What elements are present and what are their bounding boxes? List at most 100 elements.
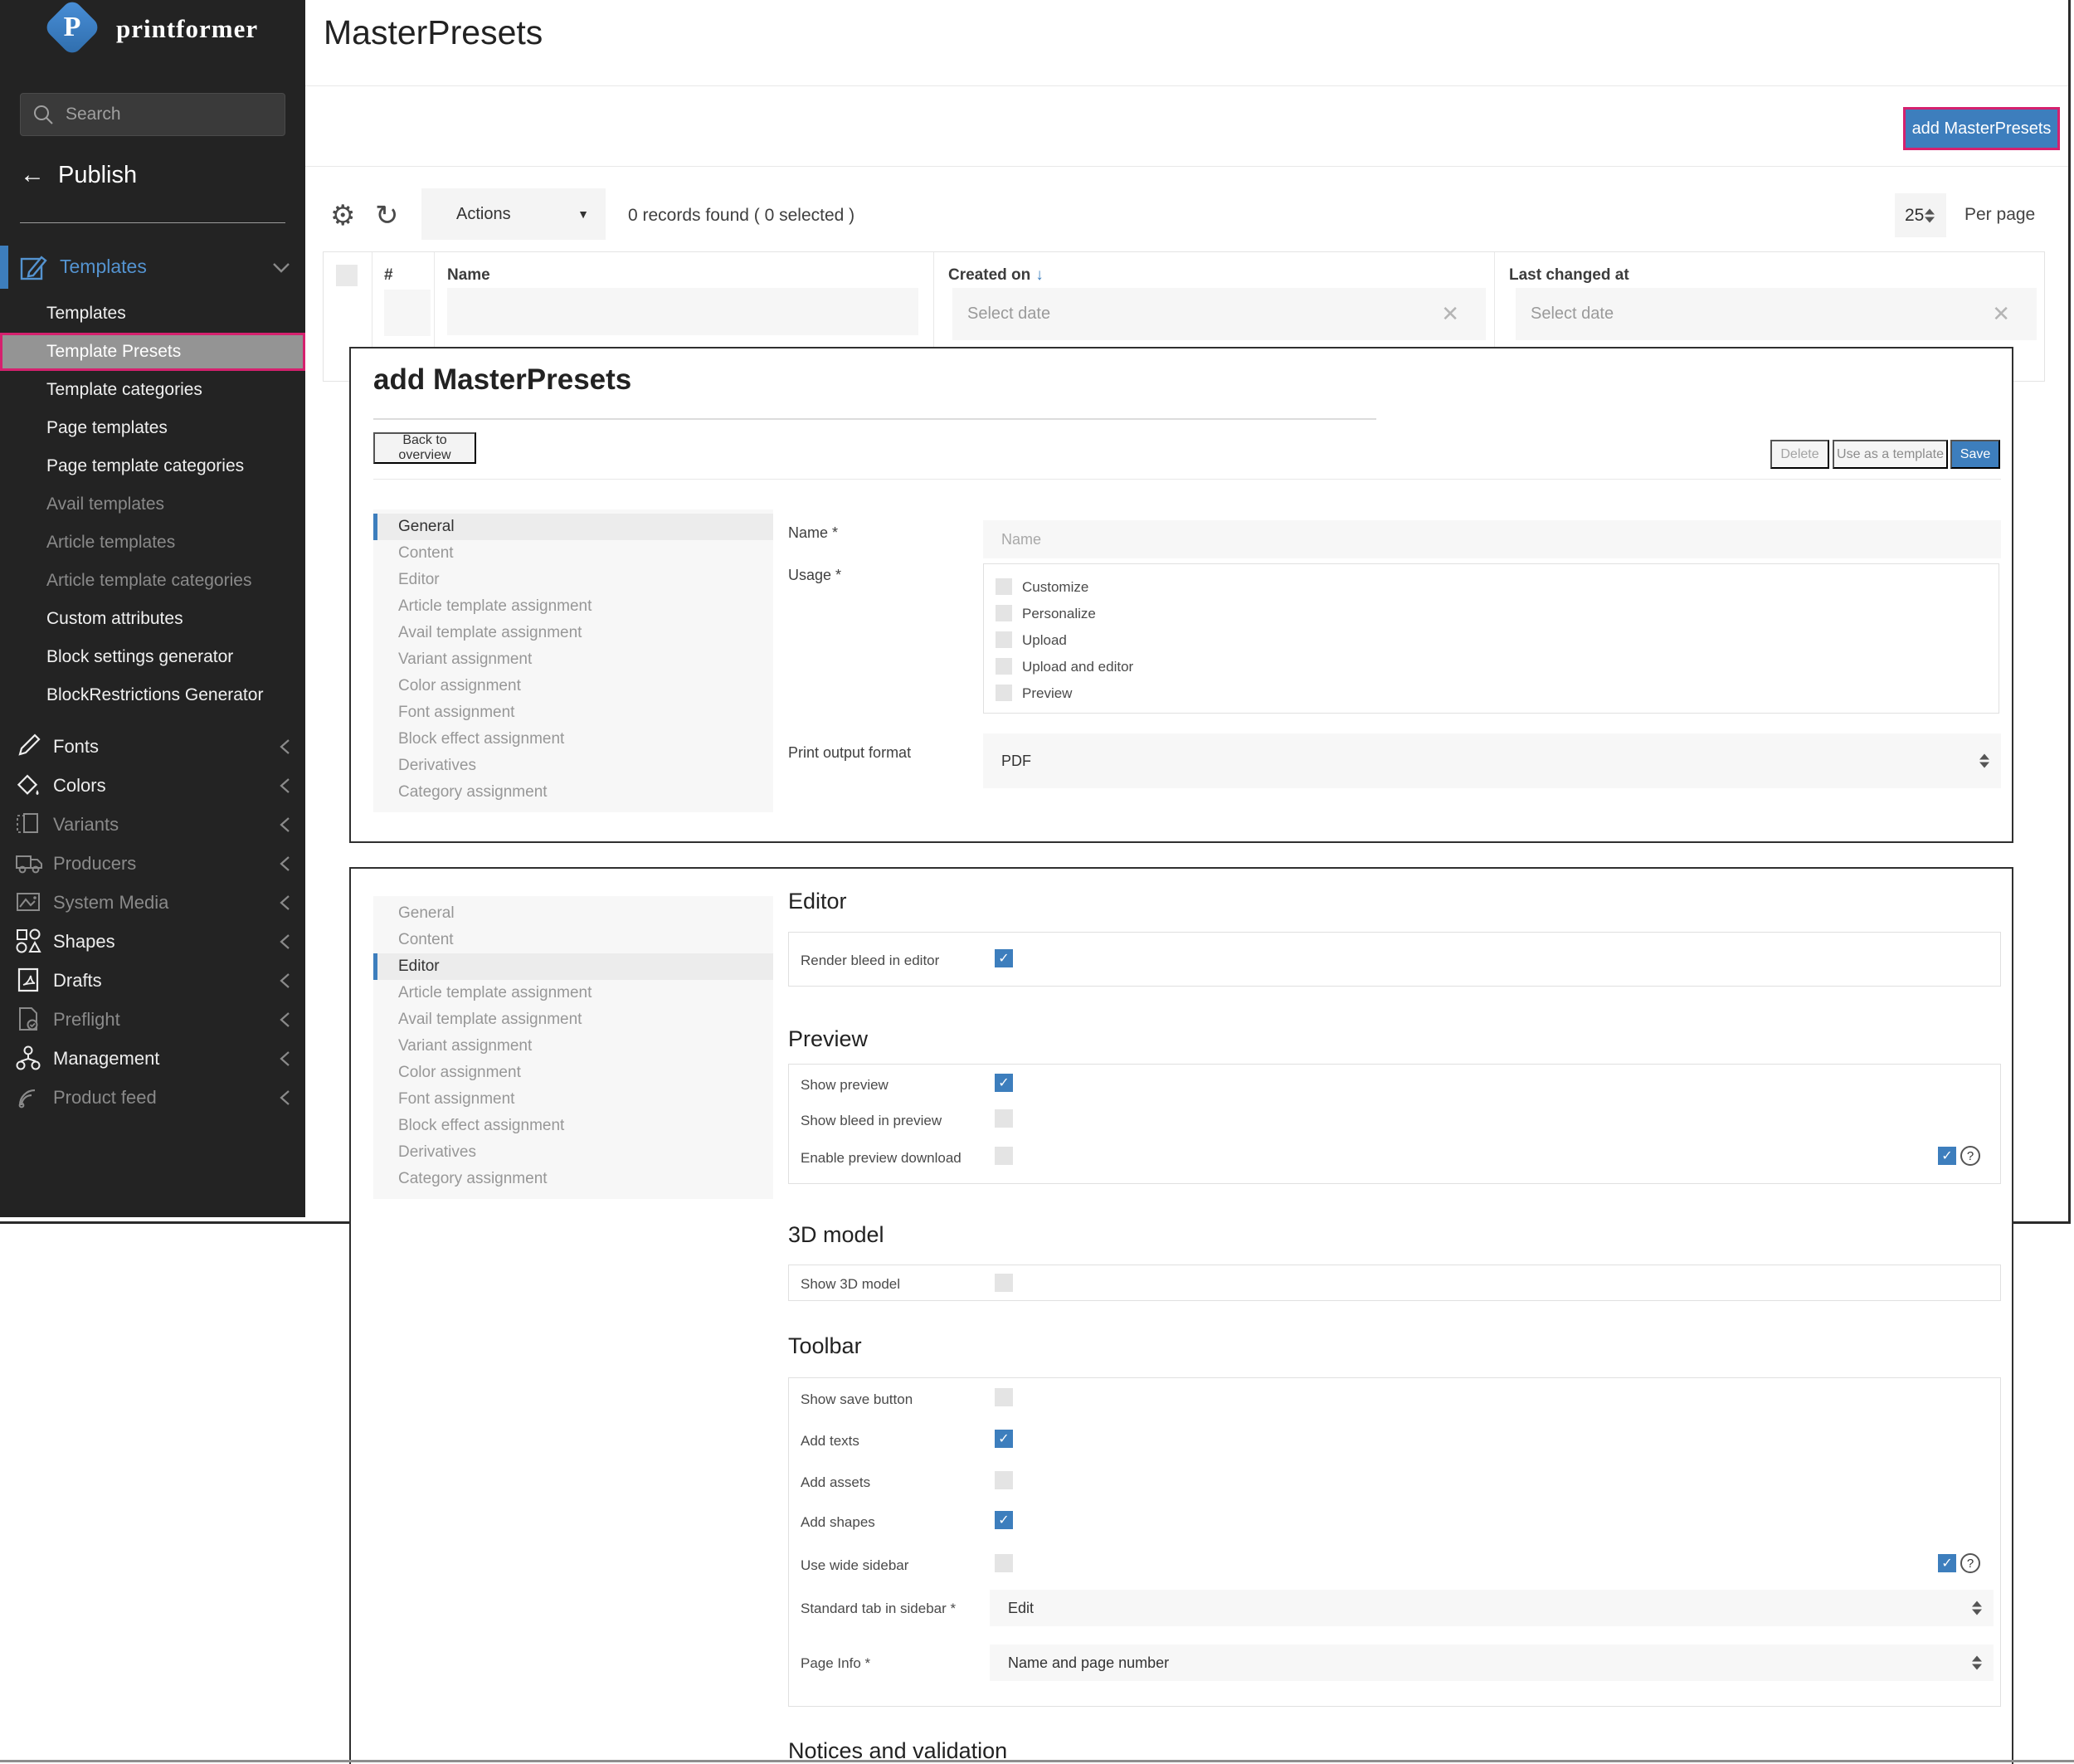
feed-icon — [15, 1084, 41, 1110]
sidebar-item-preflight[interactable]: Preflight — [0, 1000, 305, 1039]
doc-check-icon — [15, 1006, 41, 1032]
logo-text: printformer — [116, 14, 258, 44]
shapes-icon — [15, 928, 41, 954]
sidebar-item-page-template-categories[interactable]: Page template categories — [0, 447, 305, 485]
sidebar-item-blockrestrictions-generator[interactable]: BlockRestrictions Generator — [0, 676, 305, 714]
tab-derivatives[interactable]: Derivatives — [373, 753, 773, 779]
publish-back[interactable]: ← Publish — [20, 161, 137, 189]
tab-category-assignment[interactable]: Category assignment — [373, 1166, 773, 1192]
column-header-created[interactable]: Created on↓ — [948, 266, 1044, 285]
refresh-icon[interactable]: ↻ — [375, 199, 399, 232]
tab-editor[interactable]: Editor — [373, 567, 773, 593]
tab-editor[interactable]: Editor — [373, 953, 773, 980]
save-button[interactable]: Save — [1950, 440, 2000, 469]
changed-date-filter[interactable]: Select date ✕ — [1516, 288, 2037, 340]
add-masterpresets-button[interactable]: add MasterPresets — [1903, 107, 2060, 150]
page-info-select[interactable]: Name and page number — [990, 1645, 1994, 1681]
sidebar-item-block-settings-generator[interactable]: Block settings generator — [0, 638, 305, 676]
sidebar-item-article-templates[interactable]: Article templates — [0, 524, 305, 562]
sidebar-item-producers[interactable]: Producers — [0, 844, 305, 883]
sidebar-item-template-presets[interactable]: Template Presets — [0, 333, 305, 371]
wide-sidebar-override-checkbox[interactable] — [1938, 1554, 1956, 1572]
sidebar-item-custom-attributes[interactable]: Custom attributes — [0, 600, 305, 638]
sidebar-item-templates[interactable]: Templates — [0, 295, 305, 333]
add-texts-checkbox[interactable] — [995, 1430, 1013, 1448]
standard-tab-sidebar-select[interactable]: Edit — [990, 1590, 1994, 1626]
sidebar-item-templates-group[interactable]: Templates — [0, 246, 305, 289]
logo[interactable]: P printformer — [0, 0, 305, 58]
page-title: MasterPresets — [324, 13, 543, 52]
upload-and-editor-checkbox[interactable] — [996, 658, 1012, 675]
add-assets-checkbox[interactable] — [995, 1471, 1013, 1489]
tab-article-template-assignment[interactable]: Article template assignment — [373, 980, 773, 1006]
name-field[interactable] — [983, 520, 2001, 558]
preview-download-override-checkbox[interactable] — [1938, 1147, 1956, 1165]
customize-checkbox[interactable] — [996, 578, 1012, 595]
sidebar-item-shapes[interactable]: Shapes — [0, 922, 305, 961]
tab-avail-template-assignment[interactable]: Avail template assignment — [373, 1006, 773, 1033]
sidebar-item-template-categories[interactable]: Template categories — [0, 371, 305, 409]
use-wide-sidebar-checkbox[interactable] — [995, 1554, 1013, 1572]
tab-font-assignment[interactable]: Font assignment — [373, 1086, 773, 1113]
tab-variant-assignment[interactable]: Variant assignment — [373, 1033, 773, 1060]
tab-general[interactable]: General — [373, 900, 773, 927]
print-format-select[interactable]: PDF — [983, 733, 2001, 788]
preview-checkbox[interactable] — [996, 685, 1012, 701]
help-icon[interactable]: ? — [1960, 1553, 1980, 1573]
created-date-filter[interactable]: Select date ✕ — [952, 288, 1486, 340]
tab-derivatives[interactable]: Derivatives — [373, 1139, 773, 1166]
search-input[interactable] — [66, 105, 273, 124]
tab-avail-template-assignment[interactable]: Avail template assignment — [373, 620, 773, 646]
show-save-button-checkbox[interactable] — [995, 1388, 1013, 1406]
column-header-name[interactable]: Name — [447, 266, 490, 285]
sidebar-item-colors[interactable]: Colors — [0, 766, 305, 805]
actions-dropdown[interactable]: Actions ▼ — [421, 188, 606, 240]
tab-article-template-assignment[interactable]: Article template assignment — [373, 593, 773, 620]
sidebar-item-page-templates[interactable]: Page templates — [0, 409, 305, 447]
clear-icon[interactable]: ✕ — [1992, 301, 2010, 327]
sidebar-item-management[interactable]: Management — [0, 1039, 305, 1078]
help-icon[interactable]: ? — [1960, 1146, 1980, 1166]
tab-variant-assignment[interactable]: Variant assignment — [373, 646, 773, 673]
use-as-template-button[interactable]: Use as a template — [1833, 440, 1948, 469]
render-bleed-in-editor-checkbox[interactable] — [995, 949, 1013, 967]
tab-category-assignment[interactable]: Category assignment — [373, 779, 773, 806]
tab-color-assignment[interactable]: Color assignment — [373, 1060, 773, 1086]
name-filter-input[interactable] — [447, 288, 918, 335]
show-3d-model-checkbox[interactable] — [995, 1274, 1013, 1292]
name-input[interactable] — [1001, 531, 1917, 548]
delete-button[interactable]: Delete — [1770, 440, 1829, 469]
tab-block-effect-assignment[interactable]: Block effect assignment — [373, 726, 773, 753]
tab-color-assignment[interactable]: Color assignment — [373, 673, 773, 699]
gear-icon[interactable]: ⚙ — [330, 199, 355, 232]
sidebar-item-article-template-categories[interactable]: Article template categories — [0, 562, 305, 600]
tab-content[interactable]: Content — [373, 540, 773, 567]
personalize-checkbox[interactable] — [996, 605, 1012, 621]
per-page-label: Per page — [1964, 205, 2035, 225]
tab-block-effect-assignment[interactable]: Block effect assignment — [373, 1113, 773, 1139]
sidebar-item-variants[interactable]: Variants — [0, 805, 305, 844]
num-filter-input[interactable] — [384, 290, 431, 336]
upload-checkbox[interactable] — [996, 631, 1012, 648]
enable-preview-download-checkbox[interactable] — [995, 1147, 1013, 1165]
sidebar-item-product-feed[interactable]: Product feed — [0, 1078, 305, 1117]
per-page-select[interactable]: 25 — [1895, 193, 1946, 237]
sidebar-item-system-media[interactable]: System Media — [0, 883, 305, 922]
tab-font-assignment[interactable]: Font assignment — [373, 699, 773, 726]
paint-bucket-icon — [15, 772, 41, 798]
add-shapes-checkbox[interactable] — [995, 1511, 1013, 1529]
search-icon — [32, 104, 54, 125]
tab-general[interactable]: General — [373, 514, 773, 540]
column-header-changed[interactable]: Last changed at — [1509, 266, 1629, 285]
tab-content[interactable]: Content — [373, 927, 773, 953]
show-bleed-in-preview-checkbox[interactable] — [995, 1109, 1013, 1128]
sidebar-item-avail-templates[interactable]: Avail templates — [0, 485, 305, 524]
sidebar-item-drafts[interactable]: Drafts — [0, 961, 305, 1000]
show-preview-checkbox[interactable] — [995, 1074, 1013, 1092]
sidebar-search[interactable] — [20, 93, 285, 136]
column-header-num[interactable]: # — [384, 266, 393, 285]
select-all-checkbox[interactable] — [336, 265, 358, 286]
back-to-overview-button[interactable]: Back to overview — [373, 432, 476, 464]
clear-icon[interactable]: ✕ — [1441, 301, 1459, 327]
sidebar-item-fonts[interactable]: Fonts — [0, 727, 305, 766]
